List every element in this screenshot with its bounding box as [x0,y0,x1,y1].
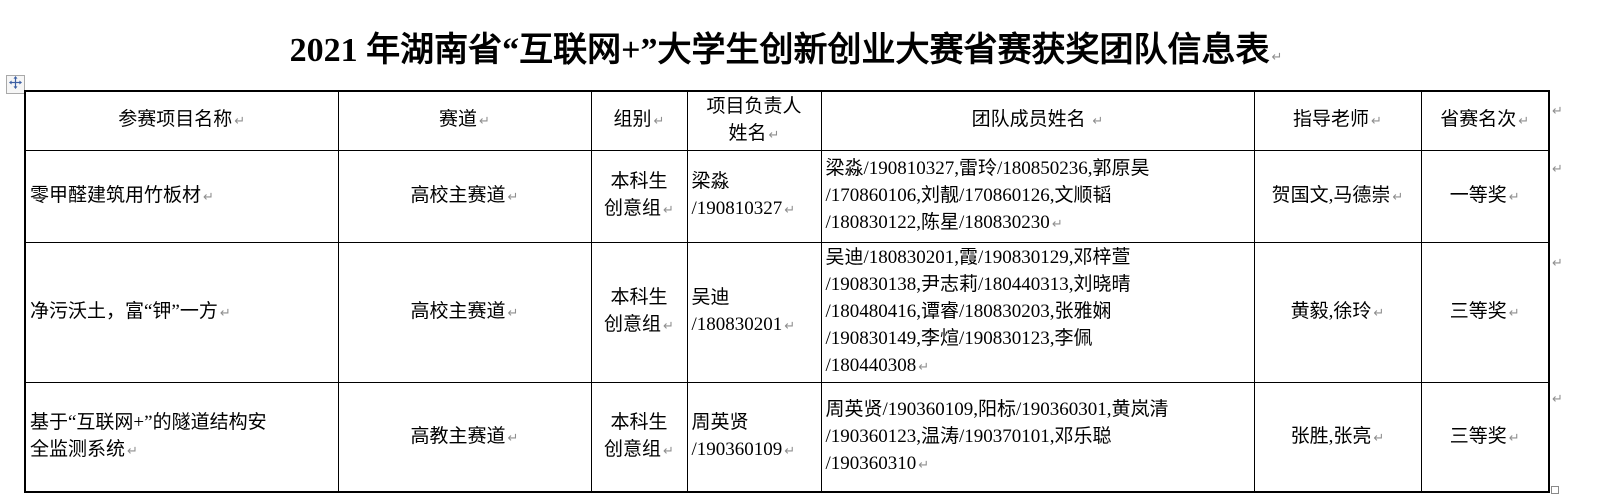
paragraph-mark: ↵ [784,203,796,219]
paragraph-mark: ↵ [653,114,665,130]
paragraph-mark: ↵ [1508,189,1520,205]
table-row: 零甲醛建筑用竹板材 ↵ 高校主赛道 ↵ 本科生 创意组 ↵ 梁淼 /190810327… [24,149,1550,243]
header-advisors[interactable]: 指导老师 ↵ [1253,90,1422,151]
paragraph-mark: ↵ [784,444,796,460]
cell-leader[interactable]: 周英贤 /190360109 ↵ [686,381,822,493]
paragraph-mark: ↵ [127,444,138,460]
paragraph-mark: ↵ [1508,305,1520,321]
paragraph-mark: ↵ [479,114,490,130]
cell-advisors[interactable]: 黄毅,徐玲 ↵ [1253,241,1422,383]
paragraph-mark: ↵ [663,444,674,460]
paragraph-mark: ↵ [507,430,519,446]
paragraph-mark: ↵ [1092,114,1104,130]
table-row: 基于“互联网+”的隧道结构安 全监测系统 ↵ 高教主赛道 ↵ 本科生 创意组 ↵ 周英… [24,381,1550,493]
row-end-mark: ↵ [1552,392,1563,407]
cell-advisors[interactable]: 张胜,张亮 ↵ [1253,381,1422,493]
paragraph-mark: ↵ [663,203,674,219]
paragraph-mark: ↵ [1051,216,1063,232]
paragraph-mark: ↵ [1373,305,1385,321]
paragraph-mark: ↵ [1518,114,1530,130]
cell-members[interactable]: 梁淼/190810327,雷玲/180850236,郭原昊 /170860106… [820,149,1255,243]
row-end-mark: ↵ [1552,256,1563,271]
paragraph-mark: ↵ [1371,114,1382,130]
paragraph-mark: ↵ [784,319,796,335]
header-leader[interactable]: 项目负责人 姓名 ↵ [686,90,822,151]
cell-project[interactable]: 净污沃土，富“钾”一方 ↵ [24,241,339,383]
paragraph-mark: ↵ [663,319,674,335]
paragraph-mark: ↵ [768,127,780,143]
move-arrows-icon [9,75,22,94]
cell-members[interactable]: 周英贤/190360109,阳标/190360301,黄岚清 /19036012… [820,381,1255,493]
header-project-name[interactable]: 参赛项目名称 ↵ [24,90,339,151]
page-title: 2021 年湖南省“互联网+”大学生创新创业大赛省赛获奖团队信息表 ↵ [24,22,1548,71]
cell-rank[interactable]: 三等奖 ↵ [1420,241,1550,383]
cell-track[interactable]: 高校主赛道 ↵ [337,241,592,383]
paragraph-mark: ↵ [507,305,519,321]
header-track[interactable]: 赛道 ↵ [337,90,592,151]
header-rank[interactable]: 省赛名次 ↵ [1420,90,1550,151]
paragraph-mark: ↵ [918,457,930,473]
cell-leader[interactable]: 吴迪 /180830201 ↵ [686,241,822,383]
paragraph-mark: ↵ [1271,50,1283,65]
cell-group[interactable]: 本科生 创意组 ↵ [590,241,688,383]
awards-table: 参赛项目名称 ↵ 赛道 ↵ 组别 ↵ 项目负责人 姓名 ↵ 团队成员姓名 ↵ 指导老师 ↵… [24,90,1550,494]
cell-group[interactable]: 本科生 创意组 ↵ [590,149,688,243]
page-title-text: 2021 年湖南省“互联网+”大学生创新创业大赛省赛获奖团队信息表 [289,32,1270,69]
cell-track[interactable]: 高教主赛道 ↵ [337,381,592,493]
paragraph-mark: ↵ [1508,430,1520,446]
table-resize-handle[interactable] [1551,486,1559,494]
paragraph-mark: ↵ [234,114,246,130]
paragraph-mark: ↵ [203,189,214,205]
table-move-handle[interactable] [6,75,25,94]
header-group[interactable]: 组别 ↵ [590,90,688,151]
header-row: 参赛项目名称 ↵ 赛道 ↵ 组别 ↵ 项目负责人 姓名 ↵ 团队成员姓名 ↵ 指导老师 ↵… [24,90,1550,151]
cell-advisors[interactable]: 贺国文,马德崇 ↵ [1253,149,1422,243]
cell-rank[interactable]: 三等奖 ↵ [1420,381,1550,493]
cell-leader[interactable]: 梁淼 /190810327 ↵ [686,149,822,243]
cell-project[interactable]: 零甲醛建筑用竹板材 ↵ [24,149,339,243]
cell-members[interactable]: 吴迪/180830201,霞/190830129,邓梓萱 /190830138,… [820,241,1255,383]
paragraph-mark: ↵ [918,359,930,375]
paragraph-mark: ↵ [219,305,231,321]
cell-project[interactable]: 基于“互联网+”的隧道结构安 全监测系统 ↵ [24,381,339,493]
table-row: 净污沃土，富“钾”一方 ↵ 高校主赛道 ↵ 本科生 创意组 ↵ 吴迪 /1808302… [24,241,1550,383]
cell-rank[interactable]: 一等奖 ↵ [1420,149,1550,243]
paragraph-mark: ↵ [507,189,519,205]
row-end-mark: ↵ [1552,162,1563,177]
row-end-mark: ↵ [1552,104,1563,119]
cell-track[interactable]: 高校主赛道 ↵ [337,149,592,243]
paragraph-mark: ↵ [1392,189,1404,205]
cell-group[interactable]: 本科生 创意组 ↵ [590,381,688,493]
header-members[interactable]: 团队成员姓名 ↵ [820,90,1255,151]
paragraph-mark: ↵ [1373,430,1385,446]
